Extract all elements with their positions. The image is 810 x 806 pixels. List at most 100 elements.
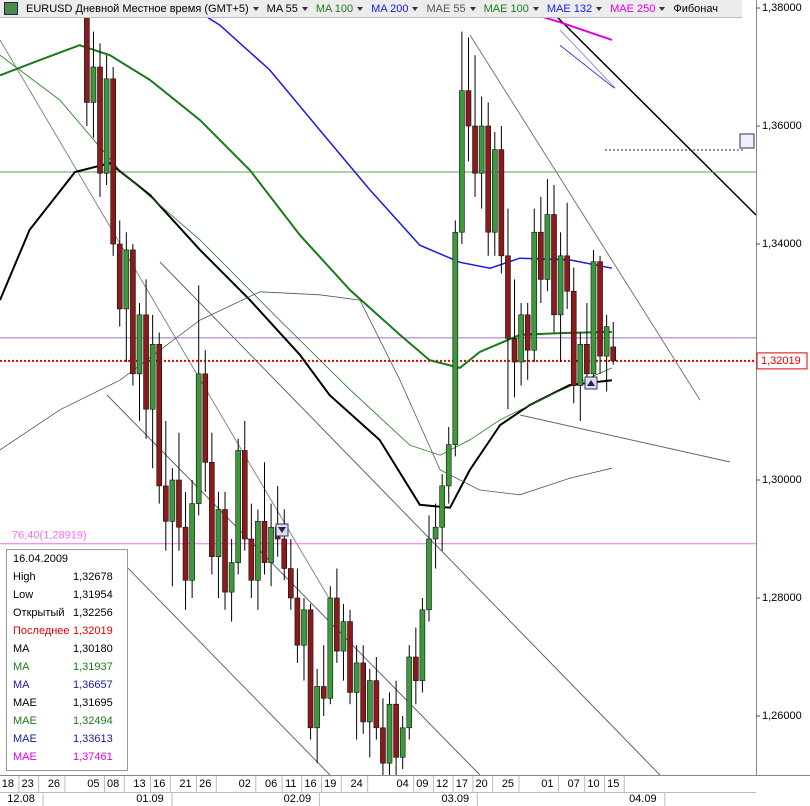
candle-body xyxy=(366,680,373,723)
candle-body xyxy=(268,526,274,563)
legend-item[interactable]: MAE 250 xyxy=(610,2,666,15)
candle-body xyxy=(327,597,334,699)
candle-body xyxy=(373,680,380,729)
x-month-label: 12.08 xyxy=(7,793,35,805)
x-tick-label: 21 xyxy=(179,778,191,790)
candle-body xyxy=(103,78,110,174)
candle-body xyxy=(334,597,340,652)
legend-bar: EURUSD Дневной Местное время (GMT+5) MA 5… xyxy=(0,0,742,18)
candle-body xyxy=(485,125,492,233)
info-row: MAE 1,37461 xyxy=(7,748,127,766)
candle-body xyxy=(97,66,103,174)
candle-body xyxy=(228,562,235,593)
candle-body xyxy=(281,538,288,569)
candle-body xyxy=(314,686,320,729)
info-value: 1,32019 xyxy=(73,625,113,637)
candle-body xyxy=(149,344,156,410)
legend-text: MA 200 xyxy=(371,2,409,15)
indicator-line xyxy=(559,44,615,89)
info-label: Последнее xyxy=(13,625,70,637)
info-row: Последнее 1,32019 xyxy=(7,622,127,640)
legend-text: MAE 100 xyxy=(483,2,529,15)
candle-body xyxy=(360,662,366,723)
candle-body xyxy=(544,214,551,280)
candle-body xyxy=(524,314,531,351)
candle-body xyxy=(235,450,241,563)
info-date: 16.04.2009 xyxy=(13,553,69,565)
legend-item[interactable]: MA 55 xyxy=(267,3,308,15)
info-panel: 16.04.2009 High 1,32678 Low 1,31954 Открытый 1… xyxy=(6,549,128,771)
x-tick-label: 02 xyxy=(239,778,251,790)
legend-text: EURUSD Дневной Местное время (GMT+5) xyxy=(26,2,249,15)
x-tick-label: 12 xyxy=(436,778,448,790)
info-label: MAE xyxy=(13,751,37,763)
x-tick-label: 16 xyxy=(153,778,165,790)
dropdown-arrow xyxy=(469,6,476,11)
y-tick-label: 1,36000 xyxy=(762,120,802,132)
dropdown-arrow xyxy=(596,6,603,11)
candle-body xyxy=(261,521,268,563)
x-tick-label: 19 xyxy=(324,778,336,790)
info-label: Открытый xyxy=(13,607,65,619)
candle-body xyxy=(557,255,564,316)
x-tick-label: 10 xyxy=(587,778,599,790)
x-tick-label: 17 xyxy=(456,778,468,790)
legend-item[interactable]: MA 100 xyxy=(315,2,364,15)
candle-body xyxy=(182,526,189,581)
symbol-icon xyxy=(4,2,18,15)
x-tick-label: 01 xyxy=(541,778,553,790)
dropdown-arrow xyxy=(301,6,308,11)
x-tick-label: 08 xyxy=(107,778,119,790)
candle-body xyxy=(432,526,439,540)
candle-body xyxy=(610,346,617,362)
info-row: Low 1,31954 xyxy=(7,586,127,604)
legend-text: MA 100 xyxy=(315,2,354,15)
candle-body xyxy=(202,373,209,463)
candle-body xyxy=(169,479,176,522)
y-tick-label: 1,26000 xyxy=(762,710,802,722)
x-tick-label: 07 xyxy=(568,778,580,790)
x-month-label: 04.09 xyxy=(629,793,657,805)
info-value: 1,32256 xyxy=(73,607,113,619)
candle-body xyxy=(419,609,426,681)
x-month-label: 02.09 xyxy=(284,793,312,805)
candle-body xyxy=(439,485,445,528)
dropdown-arrow xyxy=(252,6,259,11)
candle-body xyxy=(551,214,557,316)
legend-item[interactable]: MAE 55 xyxy=(426,3,476,15)
info-row: MA 1,36657 xyxy=(7,676,127,694)
x-tick-label: 04 xyxy=(397,778,409,790)
candle-body xyxy=(498,149,505,257)
candle-body xyxy=(459,90,465,233)
candle-body xyxy=(288,568,294,599)
candle-body xyxy=(445,444,452,487)
x-tick-label: 16 xyxy=(304,778,316,790)
candle-body xyxy=(241,450,248,540)
x-tick-label: 11 xyxy=(285,778,296,790)
info-label: MAE xyxy=(13,733,37,745)
info-row: MAE 1,33613 xyxy=(7,730,127,748)
x-tick-label: 26 xyxy=(48,778,60,790)
legend-item[interactable]: MA 200 xyxy=(371,2,419,15)
legend-item[interactable]: MAE 100 xyxy=(484,3,539,15)
legend-item[interactable]: MAE 132 xyxy=(547,3,603,15)
candle-body xyxy=(209,462,215,558)
candle-body xyxy=(413,656,419,681)
candle-body xyxy=(452,231,459,445)
info-label: MA xyxy=(13,643,30,655)
candle-body xyxy=(491,149,498,233)
candle-body xyxy=(130,249,136,375)
candle-body xyxy=(84,0,90,103)
legend-text: MAE 250 xyxy=(610,2,656,15)
info-label: High xyxy=(13,571,36,583)
candle-body xyxy=(406,656,413,729)
candle-body xyxy=(215,509,222,558)
candle-body xyxy=(176,479,182,528)
info-value: 1,31937 xyxy=(73,661,113,673)
info-value: 1,33613 xyxy=(73,733,113,745)
candle-body xyxy=(195,373,202,504)
candle-body xyxy=(393,703,399,758)
dropdown-arrow xyxy=(659,6,666,11)
info-row: Открытый 1,32256 xyxy=(7,604,127,622)
